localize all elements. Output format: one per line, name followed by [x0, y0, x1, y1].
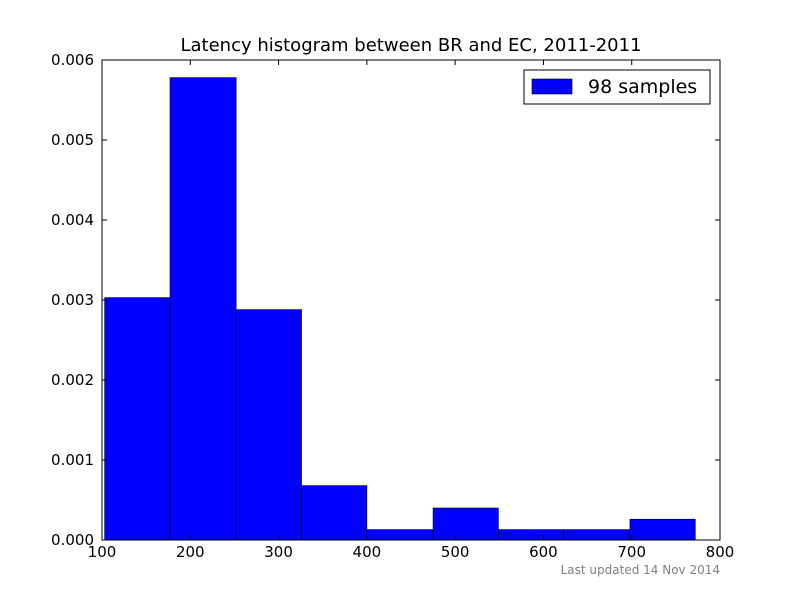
histogram-bar	[169, 77, 237, 541]
x-tick-label: 600	[529, 543, 558, 561]
last-updated-note: Last updated 14 Nov 2014	[560, 563, 720, 577]
histogram-bar	[498, 529, 565, 541]
x-tick-label: 700	[617, 543, 646, 561]
x-tick-label: 200	[176, 543, 205, 561]
histogram-bar	[629, 518, 696, 541]
x-tick-label: 500	[441, 543, 470, 561]
y-tick-label: 0.003	[51, 291, 94, 309]
legend-swatch	[531, 78, 573, 95]
histogram-bar	[235, 309, 302, 541]
y-tick-label: 0.002	[51, 371, 94, 389]
y-tick-label: 0.005	[51, 131, 94, 149]
y-tick-label: 0.004	[51, 211, 94, 229]
chart-title: Latency histogram between BR and EC, 201…	[180, 35, 642, 56]
histogram-bar	[432, 507, 499, 541]
histogram-bar	[366, 529, 434, 541]
x-tick-label: 100	[88, 543, 117, 561]
plot-frame	[101, 59, 721, 541]
y-tick-label: 0.006	[51, 51, 94, 69]
histogram-bar	[104, 297, 171, 541]
y-tick-label: 0.001	[51, 451, 94, 469]
legend: 98 samples	[523, 69, 711, 105]
ticks-group: 100 200 300 400 500 600 700 800 0.000 0.001 0.002 0…	[51, 51, 734, 561]
histogram-bar	[301, 485, 368, 541]
bars-group	[104, 77, 696, 541]
histogram-bar	[563, 529, 631, 541]
x-tick-label: 800	[706, 543, 735, 561]
y-tick-label: 0.000	[51, 531, 94, 549]
x-tick-label: 400	[353, 543, 382, 561]
legend-label: 98 samples	[588, 76, 697, 98]
x-tick-label: 300	[264, 543, 293, 561]
